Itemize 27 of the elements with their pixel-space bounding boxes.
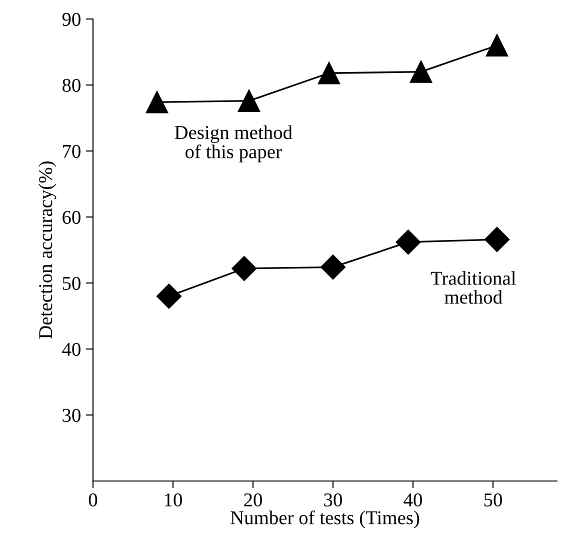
x-tick-label: 30 (324, 493, 342, 506)
series-label: Traditional method (430, 271, 516, 304)
y-tick-label: 40 (62, 342, 80, 356)
point (156, 284, 182, 309)
y-tick-label: 90 (62, 12, 80, 26)
y-tick-label: 30 (62, 408, 80, 422)
point (146, 91, 168, 114)
series-label: Design method of this paper (174, 125, 292, 162)
x-tick-label: 10 (164, 493, 182, 506)
x-tick-label: 0 (88, 493, 98, 506)
y-tick-label: 80 (62, 78, 80, 92)
point (232, 256, 257, 281)
x-tick-label: 20 (244, 493, 262, 506)
x-tick-label: 50 (484, 493, 502, 506)
x-axis-title: Number of tests (Times) (230, 510, 420, 528)
point (486, 34, 508, 57)
x-tick-label: 40 (404, 493, 422, 506)
y-axis-title: Detection accuracy(%) (38, 162, 56, 339)
point (320, 254, 346, 280)
y-tick-label: 60 (62, 210, 80, 224)
point (396, 230, 421, 255)
point (410, 60, 432, 83)
y-tick-label: 50 (62, 276, 80, 290)
point (238, 90, 260, 112)
y-tick-label: 70 (63, 144, 80, 158)
point (484, 226, 510, 252)
point (318, 62, 340, 84)
